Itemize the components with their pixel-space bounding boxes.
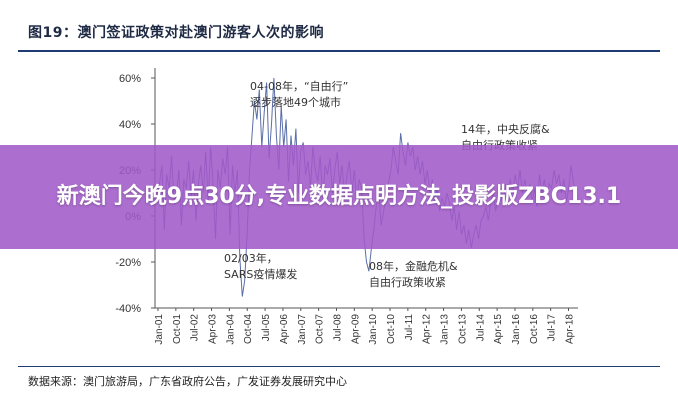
- annotation-text: 08年，金融危机&: [369, 259, 458, 273]
- x-tick-labels: Jan-01 Oct-01 Jul-02 Apr-03 Jan-04 Oct-04 Jul-…: [154, 308, 576, 345]
- x-tick-label: Apr-12: [422, 314, 433, 344]
- source-note: 数据来源：澳门旅游局，广东省政府公告，广发证券发展研究中心: [28, 375, 347, 388]
- title-divider: [18, 50, 660, 52]
- x-tick-label: Jan-16: [511, 314, 522, 345]
- y-tick-label: 40%: [119, 119, 141, 131]
- annotation-text: 自由行政策收紧: [369, 275, 446, 289]
- x-tick-label: Apr-03: [208, 314, 219, 344]
- y-tick-label: -20%: [115, 257, 141, 269]
- overlay-banner: 新澳门今晚9点30分,专业数据点明方法_投影版ZBC13.1: [0, 145, 678, 249]
- annotation-text: 逐步落地49个城市: [250, 95, 341, 109]
- x-tick-label: Jan-13: [440, 314, 451, 345]
- annotation-text: 14年，中央反腐&: [461, 122, 550, 136]
- annotation-text: 02/03年，: [224, 251, 278, 265]
- x-tick-label: Oct-13: [457, 314, 468, 344]
- x-tick-label: Jul-11: [404, 314, 415, 341]
- source-divider: [18, 366, 660, 367]
- x-tick-label: Oct-10: [386, 314, 397, 344]
- x-tick-label: Jan-07: [297, 314, 308, 345]
- x-tick-label: Jul-17: [547, 314, 558, 342]
- x-tick-label: Jul-14: [475, 314, 486, 342]
- x-tick-label: Apr-18: [565, 314, 576, 344]
- x-tick-label: Jul-08: [332, 314, 343, 342]
- x-tick-label: Oct-16: [529, 314, 540, 344]
- figure-title: 图19：澳门签证政策对赴澳门游客人次的影响: [28, 25, 324, 41]
- x-tick-label: Apr-15: [493, 314, 504, 344]
- x-tick-label: Jul-05: [261, 314, 272, 342]
- banner-text: 新澳门今晚9点30分,专业数据点明方法_投影版ZBC13.1: [56, 184, 622, 209]
- x-tick-label: Jan-01: [154, 314, 165, 345]
- annotation-text: SARS疫情爆发: [224, 267, 297, 281]
- x-tick-label: Jan-04: [225, 314, 236, 345]
- y-tick-label: -40%: [115, 303, 141, 315]
- annotation-text: 04-08年，“自由行”: [250, 79, 348, 93]
- x-tick-label: Apr-06: [279, 314, 290, 344]
- x-tick-label: Jan-10: [368, 314, 379, 345]
- x-tick-label: Oct-04: [243, 314, 254, 344]
- x-tick-label: Jul-02: [190, 314, 201, 342]
- x-tick-label: Apr-09: [350, 314, 361, 344]
- x-tick-label: Oct-07: [315, 314, 326, 344]
- x-tick-label: Oct-01: [172, 314, 183, 344]
- y-tick-label: 60%: [119, 73, 141, 85]
